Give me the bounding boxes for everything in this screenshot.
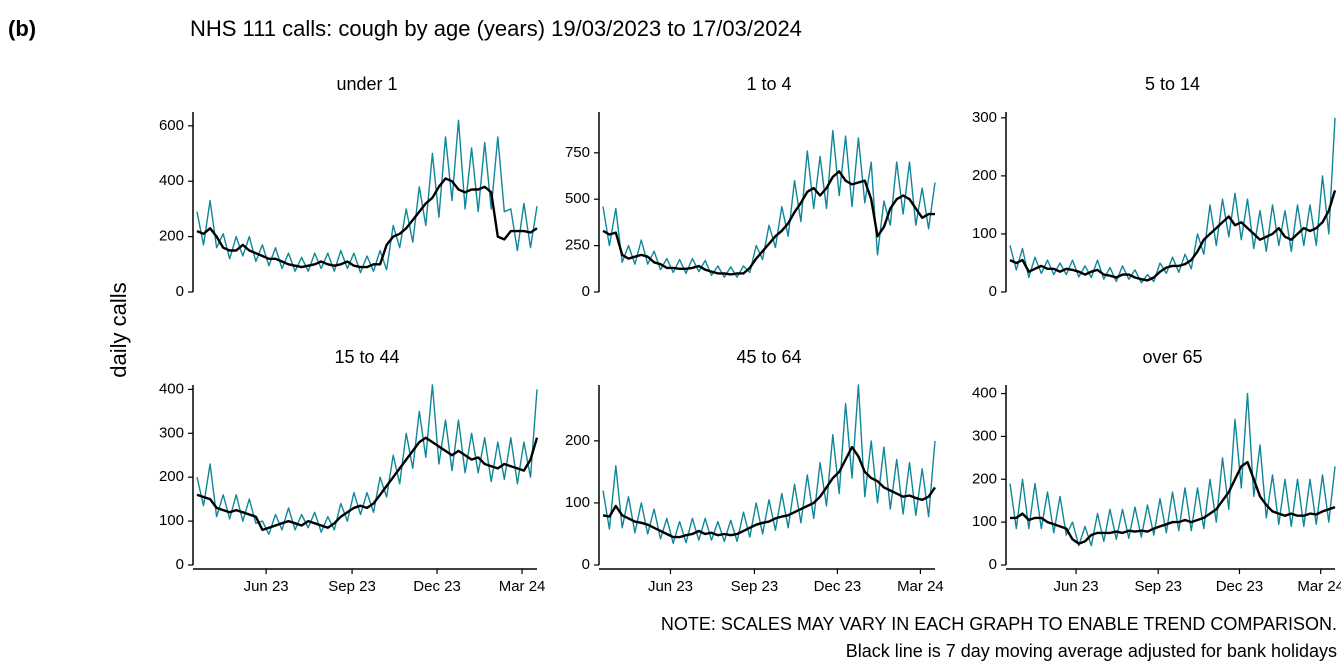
y-tick-label: 300 <box>972 427 997 444</box>
y-tick-label: 100 <box>565 494 590 511</box>
x-tick-label: Mar 24 <box>897 578 944 595</box>
panel-title: under 1 <box>336 74 397 94</box>
panel-title: 45 to 64 <box>736 347 801 367</box>
x-tick-label: Sep 23 <box>731 578 779 595</box>
x-tick-label: Mar 24 <box>1297 578 1341 595</box>
y-tick-label: 0 <box>989 283 997 300</box>
y-tick-label: 200 <box>972 470 997 487</box>
y-tick-label: 100 <box>159 512 184 529</box>
panel-title: 5 to 14 <box>1145 74 1200 94</box>
series-line <box>1009 392 1336 547</box>
series-line <box>602 445 936 539</box>
series-line <box>1010 460 1336 545</box>
y-tick-label: 100 <box>972 225 997 242</box>
figure-title: NHS 111 calls: cough by age (years) 19/0… <box>190 16 802 41</box>
y-axis-label: daily calls <box>106 282 131 377</box>
series-line <box>1009 117 1336 284</box>
y-tick-label: 500 <box>565 190 590 207</box>
x-tick-label: Jun 23 <box>1054 578 1099 595</box>
y-tick-label: 0 <box>582 556 590 573</box>
y-tick-label: 200 <box>159 468 184 485</box>
series-line <box>602 170 935 276</box>
panel-title: 1 to 4 <box>746 74 791 94</box>
series-line <box>602 384 936 544</box>
y-tick-label: 200 <box>565 432 590 449</box>
x-tick-label: Dec 23 <box>814 578 862 595</box>
y-tick-label: 0 <box>989 556 997 573</box>
series-line <box>196 384 538 535</box>
panel-label: (b) <box>8 16 36 41</box>
y-tick-label: 400 <box>159 172 184 189</box>
y-tick-label: 750 <box>565 144 590 161</box>
y-tick-label: 250 <box>565 237 590 254</box>
x-tick-label: Dec 23 <box>1216 578 1264 595</box>
series-line <box>1009 190 1337 282</box>
y-tick-label: 300 <box>972 109 997 126</box>
y-tick-label: 0 <box>176 556 184 573</box>
y-tick-label: 100 <box>972 513 997 530</box>
y-tick-label: 600 <box>159 117 184 134</box>
x-tick-label: Sep 23 <box>328 578 376 595</box>
x-tick-label: Jun 23 <box>648 578 693 595</box>
note: NOTE: SCALES MAY VARY IN EACH GRAPH TO E… <box>661 614 1337 634</box>
x-tick-label: Dec 23 <box>413 578 461 595</box>
y-tick-label: 300 <box>159 424 184 441</box>
note: Black line is 7 day moving average adjus… <box>846 641 1337 661</box>
y-tick-label: 0 <box>582 283 590 300</box>
y-tick-label: 400 <box>972 385 997 402</box>
x-tick-label: Sep 23 <box>1134 578 1182 595</box>
series-line <box>602 129 936 278</box>
y-tick-label: 200 <box>159 228 184 245</box>
x-tick-label: Jun 23 <box>244 578 289 595</box>
y-tick-label: 200 <box>972 167 997 184</box>
x-tick-label: Mar 24 <box>499 578 546 595</box>
series-line <box>196 436 539 532</box>
panel-title: over 65 <box>1142 347 1202 367</box>
y-tick-label: 400 <box>159 380 184 397</box>
series-line <box>196 177 538 269</box>
panel-title: 15 to 44 <box>334 347 399 367</box>
y-tick-label: 0 <box>176 283 184 300</box>
